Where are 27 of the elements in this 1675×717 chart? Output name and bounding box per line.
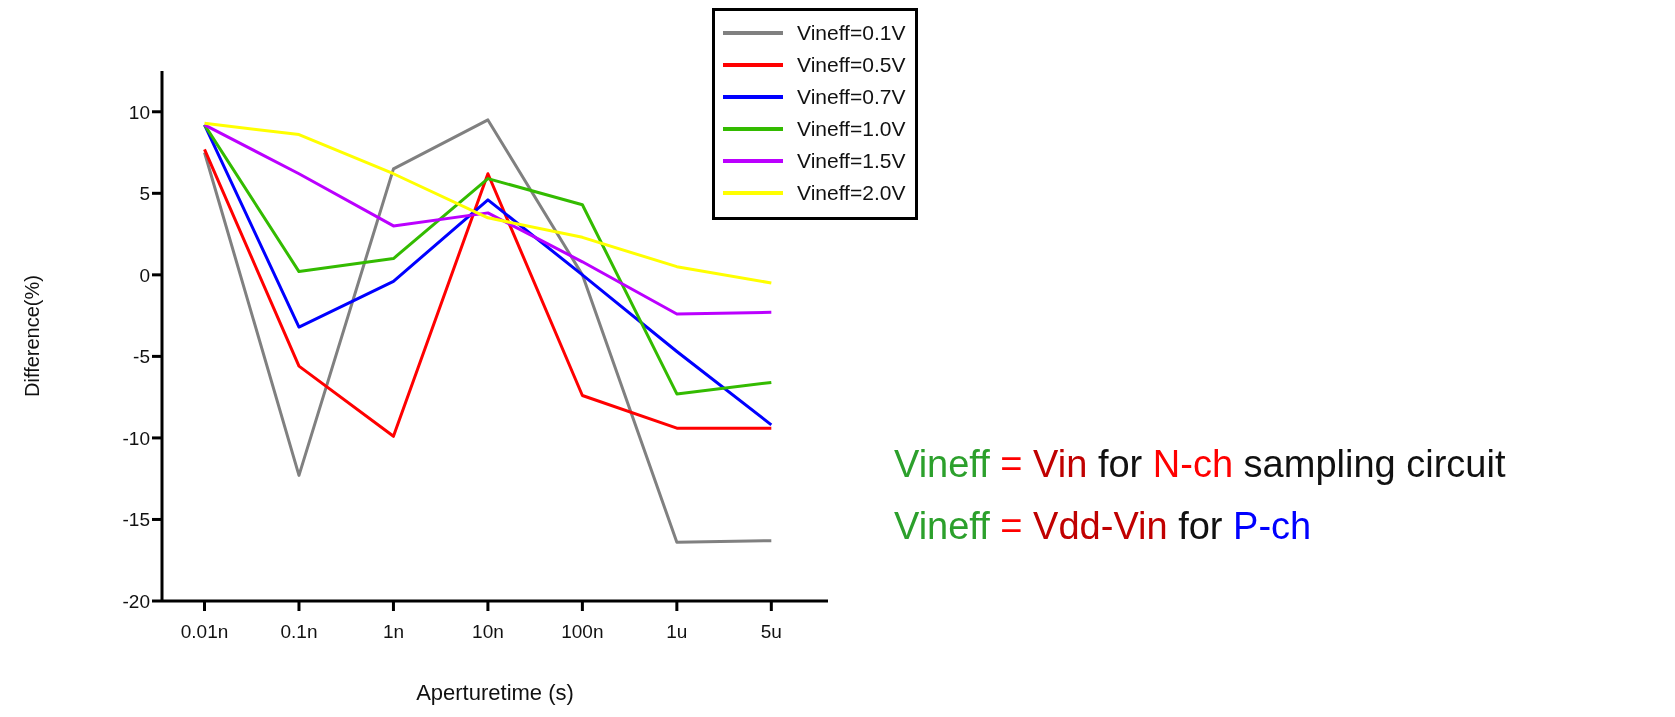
y-tick-label: 0 bbox=[139, 264, 150, 286]
x-tick-label: 0.1n bbox=[280, 621, 318, 643]
y-tick-label: 10 bbox=[128, 101, 150, 123]
x-tick-label: 5u bbox=[760, 621, 782, 643]
x-tick-label: 10n bbox=[472, 621, 504, 643]
y-tick-label: -10 bbox=[122, 427, 150, 449]
x-tick-label: 1u bbox=[666, 621, 688, 643]
x-tick-label: 100n bbox=[561, 621, 604, 643]
x-tick-label: 0.01n bbox=[180, 621, 229, 643]
legend-label: Vineff=1.0V bbox=[797, 117, 906, 141]
legend-label: Vineff=2.0V bbox=[797, 181, 906, 205]
x-axis-title: Aperturetime (s) bbox=[416, 680, 574, 705]
x-tick-label: 1n bbox=[382, 621, 405, 643]
text: Vineff = Vin for N-ch sampling circuit bbox=[894, 443, 1506, 485]
line-series bbox=[203, 121, 773, 285]
legend-label: Vineff=0.1V bbox=[797, 21, 906, 45]
y-tick-label: -5 bbox=[133, 346, 150, 368]
y-axis-title: Difference(%) bbox=[21, 275, 44, 397]
y-tick-label: -20 bbox=[122, 590, 150, 612]
y-tick-label: 5 bbox=[139, 183, 150, 205]
legend-label: Vineff=0.5V bbox=[797, 53, 906, 77]
text: Vineff = Vdd-Vin for P-ch bbox=[894, 505, 1312, 547]
legend-label: Vineff=1.5V bbox=[797, 149, 906, 173]
line-series bbox=[203, 123, 773, 316]
legend-label: Vineff=0.7V bbox=[797, 85, 906, 109]
line-series bbox=[203, 118, 773, 544]
y-tick-label: -15 bbox=[122, 509, 150, 531]
